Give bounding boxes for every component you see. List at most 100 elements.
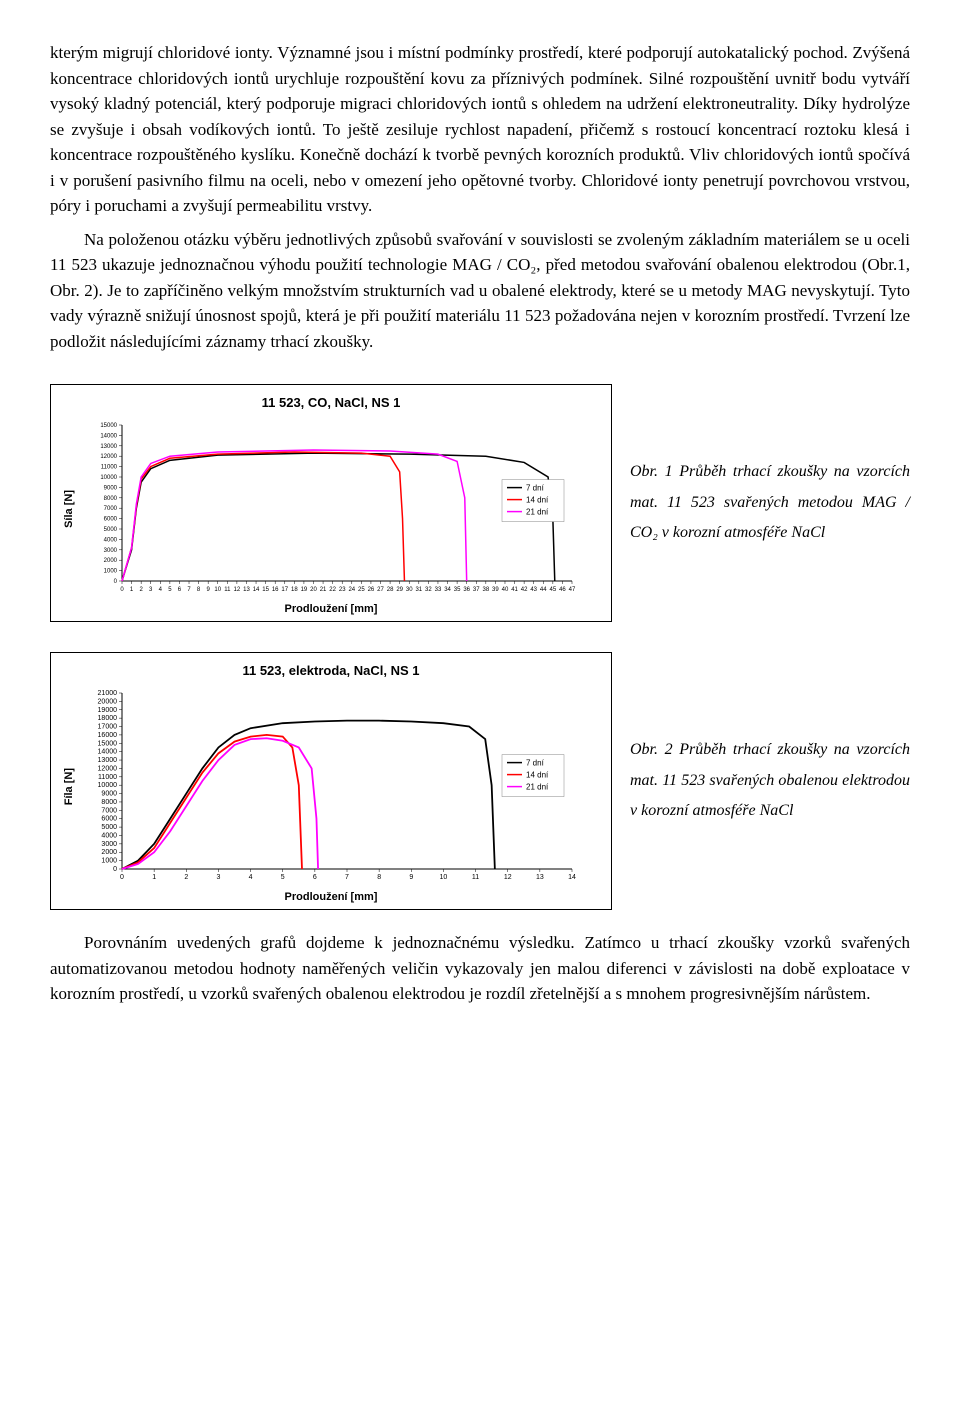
svg-text:2000: 2000 xyxy=(101,849,117,856)
svg-text:34: 34 xyxy=(444,587,451,593)
svg-text:43: 43 xyxy=(530,587,537,593)
svg-text:17000: 17000 xyxy=(97,723,117,730)
svg-text:8: 8 xyxy=(377,874,381,881)
svg-text:14 dní: 14 dní xyxy=(526,770,549,779)
svg-text:46: 46 xyxy=(559,587,566,593)
figure-2-box: 11 523, elektroda, NaCl, NS 1 Fíla [N] 0… xyxy=(50,652,612,910)
svg-text:20: 20 xyxy=(310,587,317,593)
svg-text:26: 26 xyxy=(367,587,374,593)
svg-text:5: 5 xyxy=(168,587,172,593)
svg-text:0: 0 xyxy=(120,874,124,881)
figure-2-xlabel: Prodloužení [mm] xyxy=(61,889,601,906)
svg-text:13000: 13000 xyxy=(100,443,117,449)
svg-text:2: 2 xyxy=(184,874,188,881)
svg-text:1: 1 xyxy=(152,874,156,881)
svg-text:6000: 6000 xyxy=(103,516,117,522)
figure-2-caption: Obr. 2 Průběh trhací zkoušky na vzorcích… xyxy=(612,735,910,826)
svg-text:11000: 11000 xyxy=(98,773,117,780)
figure-2-chart: 0100020003000400050006000700080009000100… xyxy=(82,687,582,887)
svg-text:18000: 18000 xyxy=(97,715,117,722)
figure-2-ylabel: Fíla [N] xyxy=(61,768,78,805)
svg-text:36: 36 xyxy=(463,587,470,593)
svg-text:20000: 20000 xyxy=(97,698,117,705)
svg-text:15000: 15000 xyxy=(97,740,117,747)
svg-text:24: 24 xyxy=(348,587,355,593)
svg-text:7000: 7000 xyxy=(103,506,117,512)
svg-text:14000: 14000 xyxy=(97,748,117,755)
svg-text:37: 37 xyxy=(472,587,479,593)
svg-text:10000: 10000 xyxy=(100,475,117,481)
svg-text:18: 18 xyxy=(290,587,297,593)
figure-1-block: 11 523, CO, NaCl, NS 1 Síla [N] 01000200… xyxy=(50,384,910,622)
svg-text:3: 3 xyxy=(149,587,153,593)
svg-text:40: 40 xyxy=(501,587,508,593)
svg-text:25: 25 xyxy=(358,587,365,593)
svg-text:4: 4 xyxy=(248,874,252,881)
svg-text:41: 41 xyxy=(511,587,518,593)
svg-text:12000: 12000 xyxy=(97,765,117,772)
svg-text:13: 13 xyxy=(243,587,250,593)
svg-text:44: 44 xyxy=(539,587,546,593)
svg-text:47: 47 xyxy=(568,587,575,593)
svg-text:21 dní: 21 dní xyxy=(526,507,549,516)
svg-text:21: 21 xyxy=(319,587,326,593)
svg-text:16: 16 xyxy=(271,587,278,593)
svg-text:11: 11 xyxy=(224,587,231,593)
svg-text:16000: 16000 xyxy=(97,731,117,738)
svg-text:42: 42 xyxy=(520,587,527,593)
figure-1-ylabel: Síla [N] xyxy=(61,490,78,528)
svg-text:8000: 8000 xyxy=(103,495,117,501)
svg-text:1000: 1000 xyxy=(101,857,117,864)
figure-1-caption: Obr. 1 Průběh trhací zkoušky na vzorcích… xyxy=(612,457,910,548)
svg-text:14: 14 xyxy=(568,874,576,881)
svg-text:7: 7 xyxy=(187,587,191,593)
svg-text:10000: 10000 xyxy=(97,782,117,789)
svg-text:9: 9 xyxy=(206,587,210,593)
figure-2-title: 11 523, elektroda, NaCl, NS 1 xyxy=(61,661,601,681)
svg-text:4000: 4000 xyxy=(101,832,117,839)
svg-text:9000: 9000 xyxy=(101,790,117,797)
svg-text:15: 15 xyxy=(262,587,269,593)
svg-text:2000: 2000 xyxy=(103,558,117,564)
paragraph-2: Na položenou otázku výběru jednotlivých … xyxy=(50,227,910,355)
svg-text:21000: 21000 xyxy=(97,690,117,697)
svg-text:23: 23 xyxy=(338,587,345,593)
svg-text:12: 12 xyxy=(503,874,511,881)
svg-text:7 dní: 7 dní xyxy=(526,483,545,492)
svg-text:35: 35 xyxy=(453,587,460,593)
paragraph-1: kterým migrují chloridové ionty. Významn… xyxy=(50,40,910,219)
svg-text:33: 33 xyxy=(434,587,441,593)
svg-text:19000: 19000 xyxy=(97,706,117,713)
paragraph-3: Porovnáním uvedených grafů dojdeme k jed… xyxy=(50,930,910,1007)
svg-text:13000: 13000 xyxy=(97,757,117,764)
svg-text:10: 10 xyxy=(439,874,447,881)
svg-text:4: 4 xyxy=(158,587,162,593)
svg-text:9000: 9000 xyxy=(103,485,117,491)
svg-text:0: 0 xyxy=(120,587,124,593)
svg-text:12000: 12000 xyxy=(100,454,117,460)
svg-text:14 dní: 14 dní xyxy=(526,495,549,504)
svg-text:14: 14 xyxy=(252,587,259,593)
svg-text:22: 22 xyxy=(329,587,336,593)
svg-text:6: 6 xyxy=(177,587,181,593)
svg-text:7 dní: 7 dní xyxy=(526,758,545,767)
svg-text:8: 8 xyxy=(196,587,200,593)
svg-text:0: 0 xyxy=(113,866,117,873)
svg-text:15000: 15000 xyxy=(100,423,117,429)
svg-text:7: 7 xyxy=(345,874,349,881)
svg-text:31: 31 xyxy=(415,587,422,593)
svg-text:3000: 3000 xyxy=(103,547,117,553)
figure-1-title: 11 523, CO, NaCl, NS 1 xyxy=(61,393,601,413)
svg-text:45: 45 xyxy=(549,587,556,593)
svg-text:11: 11 xyxy=(471,874,478,881)
svg-text:2: 2 xyxy=(139,587,143,593)
svg-text:13: 13 xyxy=(535,874,543,881)
svg-text:27: 27 xyxy=(377,587,384,593)
svg-text:30: 30 xyxy=(405,587,412,593)
svg-text:6000: 6000 xyxy=(101,815,117,822)
svg-text:3: 3 xyxy=(216,874,220,881)
svg-text:4000: 4000 xyxy=(103,537,117,543)
svg-text:28: 28 xyxy=(386,587,393,593)
svg-text:5000: 5000 xyxy=(101,824,117,831)
svg-text:5000: 5000 xyxy=(103,527,117,533)
